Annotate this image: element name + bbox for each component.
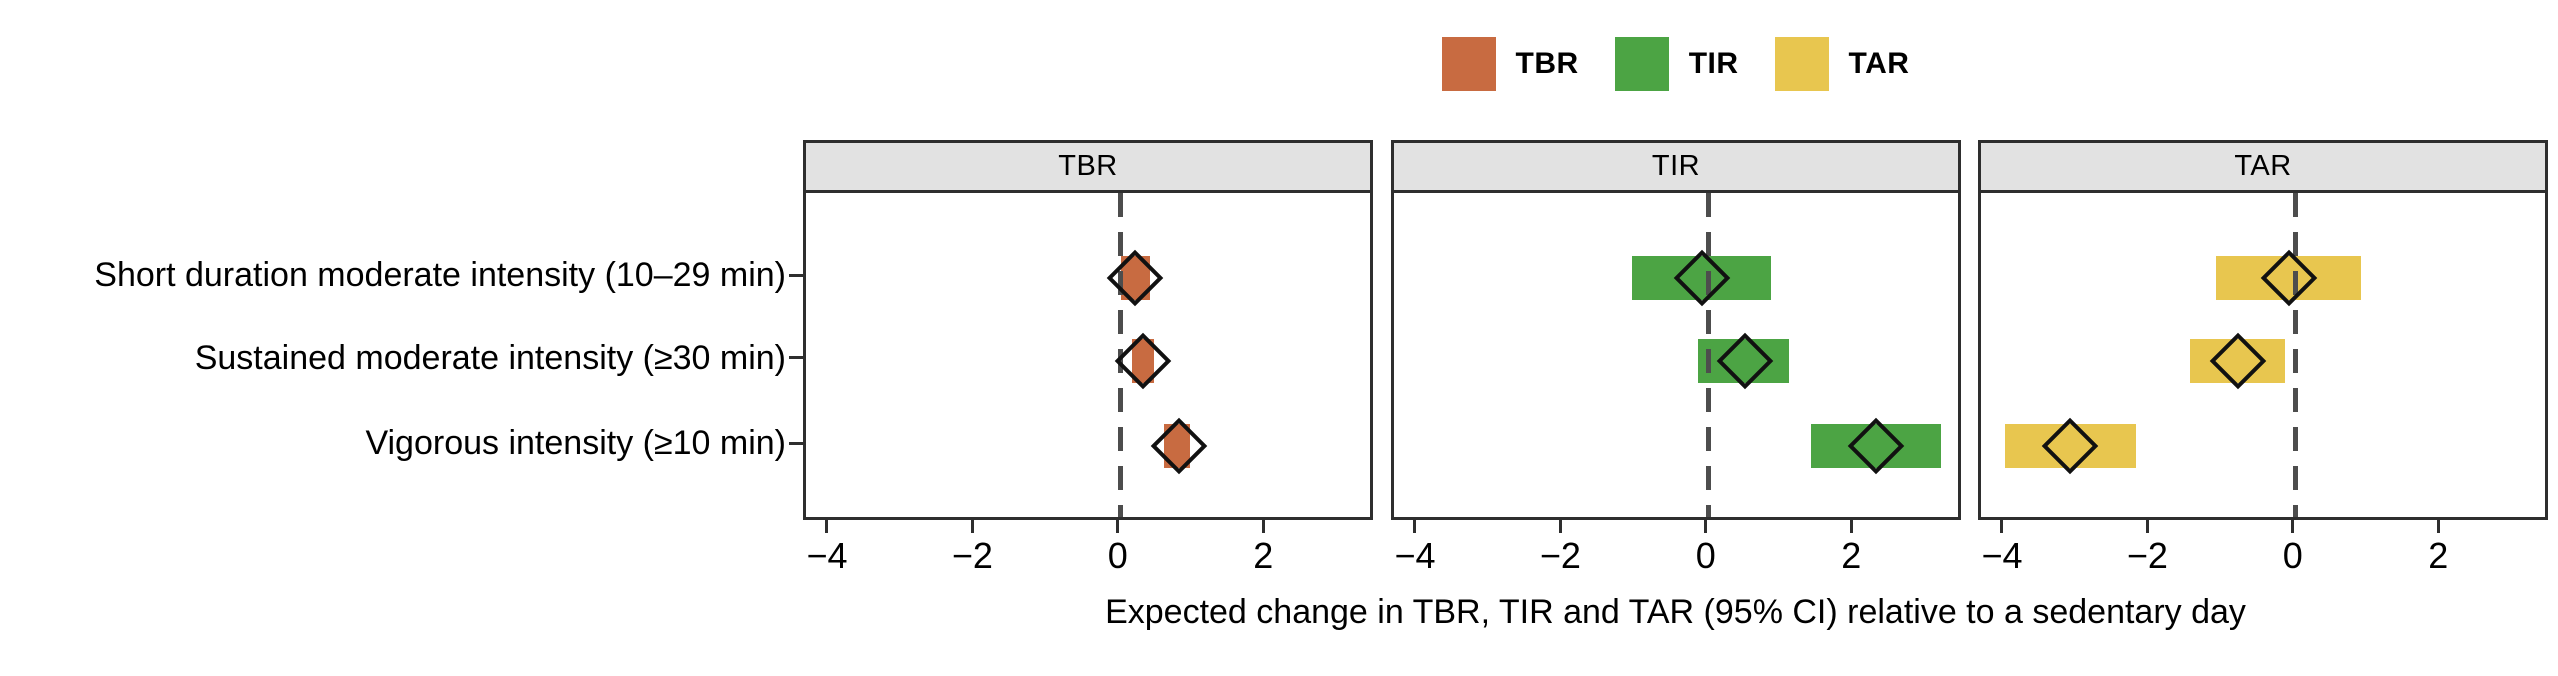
x-axis-tick-label: 2 bbox=[2428, 535, 2449, 576]
x-axis-tick bbox=[970, 520, 974, 533]
x-axis-tick bbox=[1558, 520, 1562, 533]
category-label-short-duration: Short duration moderate intensity (10–29… bbox=[94, 256, 786, 295]
category-label-vigorous: Vigorous intensity (≥10 min) bbox=[365, 424, 786, 463]
ci-bar bbox=[1810, 424, 1942, 469]
x-axis-tick-label: 0 bbox=[2282, 535, 2303, 576]
legend-item-tar: TAR bbox=[1774, 37, 1910, 91]
y-axis-tick bbox=[789, 273, 803, 277]
x-axis-title: Expected change in TBR, TIR and TAR (95%… bbox=[1105, 593, 2246, 631]
legend-label-tar: TAR bbox=[1848, 47, 1910, 80]
tbr-color-swatch-icon bbox=[1441, 37, 1496, 91]
x-axis-tick-label: 2 bbox=[1253, 535, 1274, 576]
x-axis-tick bbox=[1116, 520, 1120, 533]
category-label-sustained: Sustained moderate intensity (≥30 min) bbox=[194, 338, 786, 377]
plot-panel-tbr bbox=[803, 190, 1373, 520]
x-axis-tick bbox=[825, 520, 829, 533]
ci-bar bbox=[2215, 256, 2362, 301]
y-axis-tick bbox=[789, 441, 803, 445]
x-axis-tick-label: −2 bbox=[2126, 535, 2168, 576]
tir-color-swatch-icon bbox=[1614, 37, 1669, 91]
x-axis-tick bbox=[2000, 520, 2004, 533]
ci-bar bbox=[1697, 338, 1789, 383]
x-axis-tick-label: −2 bbox=[1539, 535, 1581, 576]
panel-header-tar: TAR bbox=[1978, 140, 2548, 193]
tar-color-swatch-icon bbox=[1774, 37, 1829, 91]
x-axis-tick bbox=[1704, 520, 1708, 533]
x-axis-tick bbox=[1261, 520, 1265, 533]
x-axis-tick bbox=[1849, 520, 1853, 533]
x-axis-tick bbox=[1413, 520, 1417, 533]
chart-legend: TBR TIR TAR bbox=[803, 34, 2548, 94]
legend-item-tbr: TBR bbox=[1441, 37, 1579, 91]
x-axis-tick bbox=[2145, 520, 2149, 533]
ci-bar bbox=[2004, 424, 2136, 469]
zero-reference-line bbox=[1118, 193, 1124, 517]
estimate-diamond-marker bbox=[1107, 249, 1164, 307]
x-axis-tick-label: −2 bbox=[951, 535, 993, 576]
ci-bar bbox=[1632, 256, 1771, 301]
ci-bar bbox=[1164, 424, 1190, 469]
legend-item-tir: TIR bbox=[1614, 37, 1739, 91]
panel-header-tir: TIR bbox=[1391, 140, 1961, 193]
x-axis-tick-label: 0 bbox=[1107, 535, 1128, 576]
panel-header-tbr: TBR bbox=[803, 140, 1373, 193]
y-axis-tick bbox=[789, 356, 803, 360]
x-axis-tick bbox=[2436, 520, 2440, 533]
ci-bar bbox=[2190, 338, 2285, 383]
x-axis-tbr: −4 −2 0 2 bbox=[803, 520, 1373, 590]
plot-panel-tir bbox=[1391, 190, 1961, 520]
plot-panel-tar bbox=[1978, 190, 2548, 520]
estimate-diamond-marker bbox=[1150, 417, 1208, 475]
x-axis-tar: −4 −2 0 2 bbox=[1978, 520, 2548, 590]
zero-reference-line bbox=[2293, 193, 2299, 517]
x-axis-tir: −4 −2 0 2 bbox=[1391, 520, 1961, 590]
legend-label-tbr: TBR bbox=[1515, 47, 1579, 80]
ci-bar bbox=[1131, 338, 1154, 383]
x-axis-tick-label: −4 bbox=[806, 535, 848, 576]
x-axis-tick bbox=[2291, 520, 2295, 533]
x-axis-tick-label: −4 bbox=[1394, 535, 1436, 576]
ci-bar bbox=[1120, 256, 1150, 301]
legend-label-tir: TIR bbox=[1688, 47, 1739, 80]
x-axis-tick-label: 2 bbox=[1841, 535, 1862, 576]
x-axis-tick-label: −4 bbox=[1981, 535, 2023, 576]
zero-reference-line bbox=[1706, 193, 1712, 517]
x-axis-tick-label: 0 bbox=[1695, 535, 1716, 576]
